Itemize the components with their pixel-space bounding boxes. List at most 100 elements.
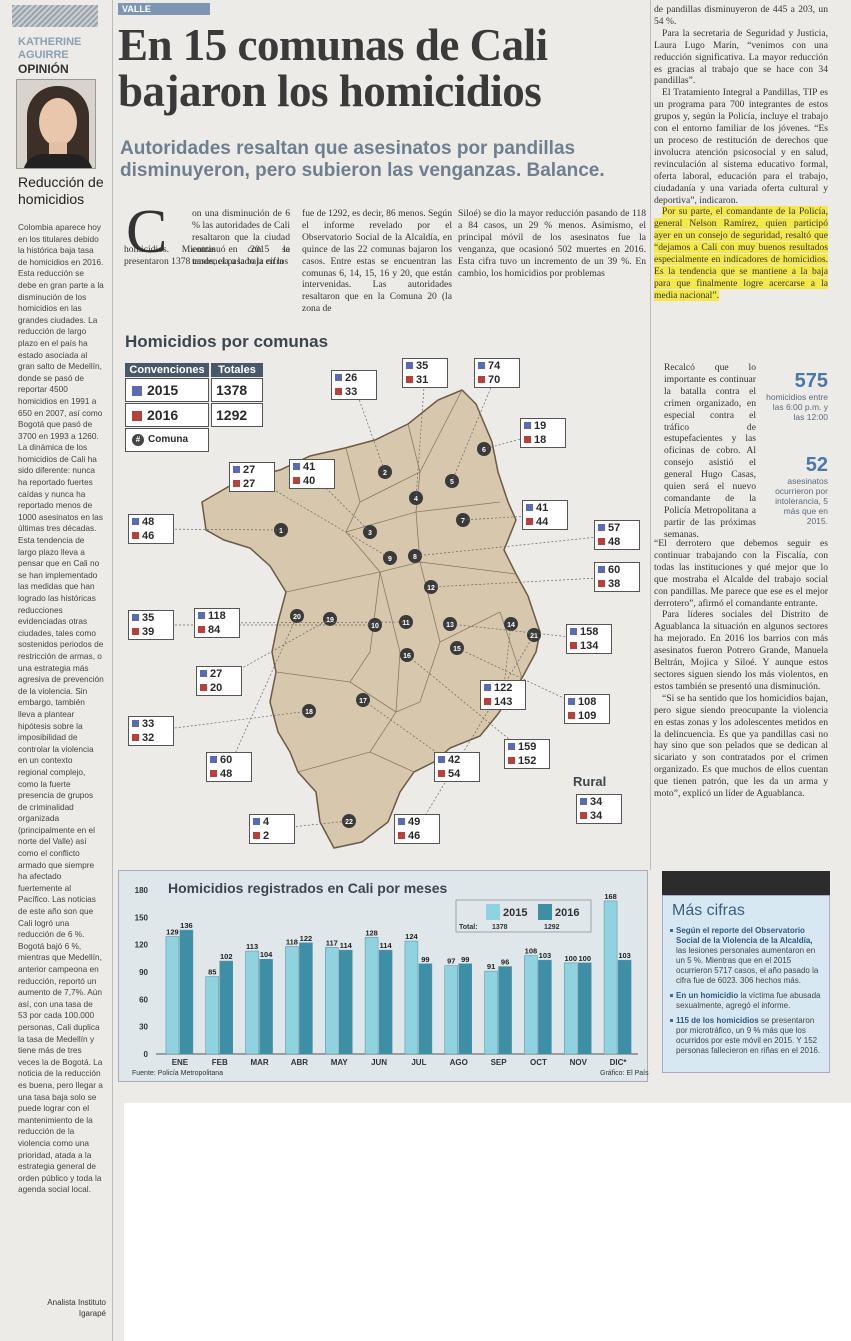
comuna-marker-15: 15	[450, 641, 464, 655]
category-label: MAR	[250, 1058, 268, 1067]
legend-swatch-2016	[538, 904, 552, 920]
legend-comuna: # Comuna	[125, 428, 209, 452]
leader-line-13	[449, 623, 590, 640]
bar-2015-jul	[404, 940, 419, 1055]
category-label: SEP	[491, 1058, 508, 1067]
article-right-narrow: Recalcó que lo importante es continuar l…	[664, 362, 756, 540]
rural-label: Rural	[573, 774, 607, 789]
bar-2015-nov	[564, 962, 578, 1055]
bar-2016-mar	[259, 958, 273, 1055]
bar-2016-sep	[498, 966, 512, 1055]
leader-line-21	[416, 634, 535, 830]
section-label: VALLE	[118, 3, 210, 15]
comuna-box-6: 19 18	[520, 418, 566, 448]
column-divider	[112, 0, 113, 1341]
comuna-box-21: 49 46	[394, 814, 440, 844]
bar-2015-jun	[364, 937, 379, 1055]
legend-header-totales: Totales	[211, 363, 263, 377]
bar-value-label: 96	[501, 958, 509, 967]
bar-value-label: 104	[260, 950, 273, 959]
article-col3: Siloé) se dio la mayor reducción pasando…	[458, 208, 646, 279]
article-right-bottom: “El derrotero que debemos seguir es cont…	[654, 538, 828, 800]
legend-total-2016: 1292	[211, 403, 263, 427]
legend-swatch-2015	[486, 904, 500, 920]
bar-value-label: 108	[525, 947, 538, 956]
bar-2016-abr	[299, 942, 313, 1055]
svg-text:20: 20	[293, 614, 301, 621]
bar-value-label: 114	[340, 941, 353, 950]
bar-value-label: 103	[618, 951, 631, 960]
comuna-box-2: 26 33	[331, 370, 377, 400]
bar-2015-ene	[165, 936, 180, 1055]
opinion-header-rule	[12, 5, 98, 27]
legend-header-convenciones: Convenciones	[125, 363, 209, 377]
svg-text:2: 2	[383, 470, 387, 477]
leader-line-8	[414, 534, 618, 557]
comuna-box-5: 74 70	[474, 358, 520, 388]
bar-value-label: 99	[421, 955, 429, 964]
comuna-marker-13: 13	[443, 617, 457, 631]
svg-text:10: 10	[371, 623, 379, 630]
article-col2: fue de 1292, es decir, 86 menos. Según e…	[302, 208, 452, 315]
svg-text:5: 5	[450, 479, 454, 486]
bar-2015-may	[325, 947, 339, 1055]
bar-2016-nov	[578, 962, 592, 1055]
svg-text:17: 17	[359, 698, 367, 705]
mas-cifras-title: Más cifras	[672, 902, 745, 919]
comuna-box-16: 159 152	[504, 739, 550, 769]
stat-52: 52 asesinatos ocurrieron por intoleranci…	[775, 454, 828, 526]
y-tick-label: 60	[139, 995, 148, 1004]
comuna-box-7: 41 44	[522, 500, 568, 530]
bar-value-label: 97	[447, 957, 455, 966]
comuna-box-15: 108 109	[564, 694, 610, 724]
leader-line-18	[150, 710, 310, 732]
svg-text:18: 18	[305, 709, 313, 716]
legend-label-2015: 2015	[503, 907, 527, 919]
chart-source: Fuente: Policía Metropolitana	[132, 1070, 224, 1077]
mas-cifras-box	[662, 895, 830, 1073]
bar-value-label: 99	[461, 955, 469, 964]
bar-2015-oct	[524, 955, 538, 1055]
comuna-marker-12: 12	[424, 580, 438, 594]
bar-2016-jul	[418, 963, 433, 1055]
bar-value-label: 102	[220, 952, 233, 961]
bar-2016-jun	[378, 949, 393, 1055]
bar-2015-dic	[603, 900, 618, 1055]
comuna-marker-21: 21	[527, 628, 541, 642]
bar-value-label: 136	[180, 921, 193, 930]
map-title: Homicidios por comunas	[125, 332, 329, 351]
category-label: DIC*	[610, 1058, 628, 1067]
leader-line-17	[362, 699, 458, 768]
svg-text:15: 15	[453, 646, 461, 653]
category-label: FEB	[212, 1058, 228, 1067]
y-tick-label: 0	[144, 1050, 149, 1059]
svg-text:22: 22	[345, 819, 353, 826]
bar-value-label: 122	[300, 934, 313, 943]
svg-text:4: 4	[414, 496, 418, 503]
bar-value-label: 129	[166, 927, 179, 936]
y-tick-label: 150	[135, 913, 149, 922]
leader-line-12	[430, 576, 618, 588]
bar-value-label: 124	[405, 932, 418, 941]
svg-text:19: 19	[326, 617, 334, 624]
comuna-box-13: 158 134	[566, 624, 612, 654]
comuna-marker-16: 16	[400, 648, 414, 662]
svg-text:6: 6	[482, 447, 486, 454]
svg-text:16: 16	[403, 653, 411, 660]
category-label: ENE	[172, 1058, 189, 1067]
comuna-box-20: 60 48	[206, 752, 252, 782]
comuna-marker-17: 17	[356, 693, 370, 707]
category-label: NOV	[570, 1058, 588, 1067]
bar-value-label: 118	[286, 937, 298, 946]
svg-text:3: 3	[368, 530, 372, 537]
svg-text:21: 21	[530, 633, 538, 640]
svg-text:7: 7	[461, 518, 465, 525]
stat-575: 575 homicidios entre las 6:00 p.m. y las…	[766, 370, 828, 422]
y-tick-label: 90	[139, 968, 148, 977]
svg-text:11: 11	[402, 620, 410, 627]
mas-cifras-list: Según el reporte del Observatorio Social…	[670, 926, 822, 1061]
svg-text:8: 8	[413, 554, 417, 561]
y-tick-label: 120	[135, 941, 149, 950]
